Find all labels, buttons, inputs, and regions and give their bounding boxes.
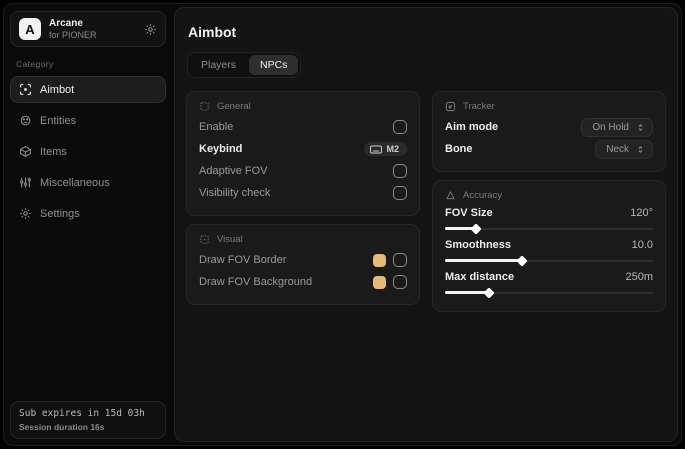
app-logo: A [19,18,41,40]
sidebar-nav: Aimbot Entities Items [10,76,166,227]
row-visibility-check: Visibility check [199,182,407,204]
sidebar-item-label: Settings [40,207,80,220]
tab-players[interactable]: Players [201,59,237,71]
aim-mode-value: On Hold [592,121,629,133]
bone-value: Neck [606,143,629,155]
keybind-button[interactable]: M2 [364,142,407,156]
visual-icon [199,234,210,245]
entities-icon [19,114,32,127]
brand-card: A Arcane for PIONER [10,11,166,47]
slider-max-distance: Max distance 250m [445,271,653,299]
crosshair-icon [19,83,32,96]
row-label: Adaptive FOV [199,165,268,177]
panel-tracker: Tracker Aim mode On Hold [432,91,666,172]
row-label: Enable [199,121,234,133]
sidebar-item-label: Entities [40,114,77,127]
sidebar-item-entities[interactable]: Entities [10,107,166,134]
slider-smoothness: Smoothness 10.0 [445,239,653,267]
panel-title: General [217,101,251,112]
session-duration-text: Session duration 16s [19,422,105,432]
row-draw-fov-background: Draw FOV Background [199,271,407,293]
row-aim-mode: Aim mode On Hold [445,116,653,138]
max-distance-slider[interactable] [445,286,653,299]
fov-background-color-swatch[interactable] [373,275,386,289]
row-label: Draw FOV Background [199,276,313,288]
panel-title: Tracker [463,101,495,112]
app-window: A Arcane for PIONER Category [3,3,682,446]
fov-border-color-swatch[interactable] [373,253,386,267]
category-label: Category [16,59,54,69]
row-label: Aim mode [445,121,499,133]
panel-general: General Enable Keybind [186,91,420,216]
sidebar-item-label: Aimbot [40,83,75,96]
slider-value: 250m [625,271,653,283]
slider-label: Smoothness [445,239,512,251]
slider-value: 10.0 [631,239,653,251]
subscription-card: Sub expires in 15d 03h Session duration … [10,401,166,439]
settings-gear-icon[interactable] [144,23,157,36]
app-name: Arcane [49,18,83,30]
tracker-icon [445,101,456,112]
keybind-value: M2 [386,144,399,154]
main-content: Aimbot Players NPCs General [174,7,678,442]
sidebar-item-label: Items [40,145,67,158]
slider-thumb[interactable] [470,222,482,235]
page-title: Aimbot [188,24,237,40]
panel-visual: Visual Draw FOV Border Draw FOV Backgrou… [186,224,420,305]
visibility-check-checkbox[interactable] [393,186,407,200]
slider-thumb[interactable] [483,286,495,299]
draw-fov-border-checkbox[interactable] [393,253,407,267]
row-keybind: Keybind M2 [199,138,407,160]
bone-dropdown[interactable]: Neck [595,139,653,159]
row-label: Keybind [199,143,243,155]
package-icon [19,145,32,158]
row-enable: Enable [199,116,407,138]
target-tabs: Players NPCs [187,52,302,78]
slider-thumb[interactable] [516,254,528,267]
row-label: Bone [445,143,473,155]
panel-title: Visual [217,234,243,245]
gear-icon [19,207,32,220]
row-draw-fov-border: Draw FOV Border [199,249,407,271]
fov-size-slider[interactable] [445,222,653,235]
sidebar: A Arcane for PIONER Category [4,4,172,445]
aim-mode-dropdown[interactable]: On Hold [581,117,653,137]
sidebar-item-aimbot[interactable]: Aimbot [10,76,166,103]
sidebar-item-settings[interactable]: Settings [10,200,166,227]
row-adaptive-fov: Adaptive FOV [199,160,407,182]
sub-expires-text: Sub expires in 15d 03h [19,408,145,419]
draw-fov-background-checkbox[interactable] [393,275,407,289]
accuracy-icon [445,190,456,201]
smoothness-slider[interactable] [445,254,653,267]
general-icon [199,101,210,112]
tab-npcs[interactable]: NPCs [249,55,299,75]
enable-checkbox[interactable] [393,120,407,134]
row-label: Draw FOV Border [199,254,287,266]
expand-icon [636,123,645,132]
slider-value: 120° [630,207,653,219]
row-bone: Bone Neck [445,138,653,160]
adaptive-fov-checkbox[interactable] [393,164,407,178]
row-label: Visibility check [199,187,271,199]
panel-title: Accuracy [463,190,503,201]
keyboard-icon [370,145,383,154]
slider-label: FOV Size [445,207,493,219]
sidebar-item-miscellaneous[interactable]: Miscellaneous [10,169,166,196]
panel-accuracy: Accuracy FOV Size 120° [432,180,666,312]
expand-icon [636,145,645,154]
slider-fov-size: FOV Size 120° [445,207,653,235]
sidebar-item-items[interactable]: Items [10,138,166,165]
app-subtitle: for PIONER [49,29,97,40]
sidebar-item-label: Miscellaneous [40,176,110,189]
slider-label: Max distance [445,271,515,283]
sliders-icon [19,176,32,189]
